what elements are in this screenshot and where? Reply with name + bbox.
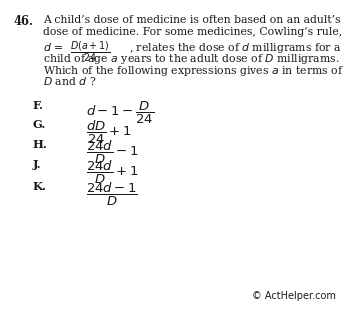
Text: G.: G. (33, 119, 46, 130)
Text: , relates the dose of $d$ milligrams for a: , relates the dose of $d$ milligrams for… (129, 41, 341, 55)
Text: $\dfrac{24d}{D} + 1$: $\dfrac{24d}{D} + 1$ (86, 159, 138, 186)
Text: $\dfrac{dD}{24} + 1$: $\dfrac{dD}{24} + 1$ (86, 119, 132, 146)
Text: © ActHelper.com: © ActHelper.com (252, 291, 336, 301)
Text: child of age $a$ years to the adult dose of $D$ milligrams.: child of age $a$ years to the adult dose… (43, 52, 340, 66)
Text: $\frac{D(a+1)}{24}$: $\frac{D(a+1)}{24}$ (70, 39, 111, 64)
Text: 46.: 46. (14, 15, 34, 28)
Text: $\dfrac{24d}{D} - 1$: $\dfrac{24d}{D} - 1$ (86, 139, 138, 166)
Text: $D$ and $d$ ?: $D$ and $d$ ? (43, 75, 96, 87)
Text: Which of the following expressions gives $a$ in terms of: Which of the following expressions gives… (43, 64, 344, 78)
Text: $d$ =: $d$ = (43, 41, 63, 53)
Text: F.: F. (33, 100, 43, 111)
Text: dose of medicine. For some medicines, Cowling’s rule,: dose of medicine. For some medicines, Co… (43, 27, 342, 38)
Text: K.: K. (33, 181, 47, 192)
Text: $\dfrac{24d - 1}{D}$: $\dfrac{24d - 1}{D}$ (86, 181, 138, 208)
Text: J.: J. (33, 159, 41, 170)
Text: $d - 1 - \dfrac{D}{24}$: $d - 1 - \dfrac{D}{24}$ (86, 100, 154, 126)
Text: H.: H. (33, 139, 47, 150)
Text: A child’s dose of medicine is often based on an adult’s: A child’s dose of medicine is often base… (43, 15, 341, 25)
